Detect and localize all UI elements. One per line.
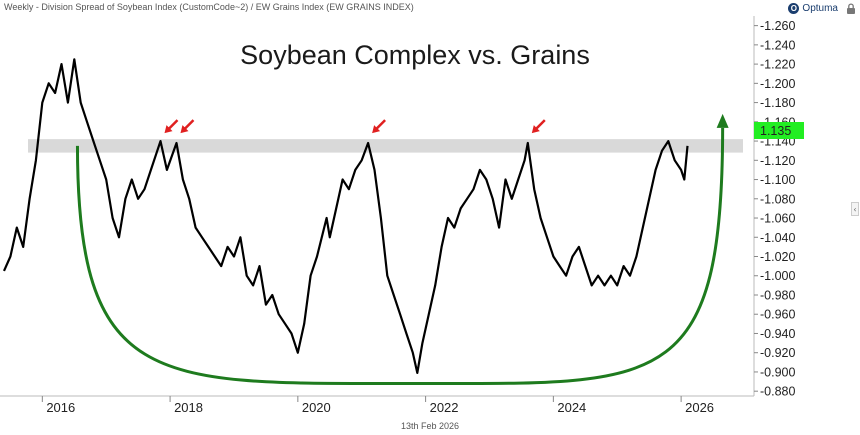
y-tick-label: -1.100 [760,173,795,187]
y-tick-label: -0.920 [760,346,795,360]
x-tick-label: 2018 [174,400,203,415]
series-line-0 [2,58,689,374]
cup-arrowhead [716,113,729,128]
resistance-touch-arrow [372,119,386,134]
y-tick-label: -1.180 [760,96,795,110]
y-tick-label: -1.120 [760,154,795,168]
y-tick-label: -1.000 [760,269,795,283]
brand: O Optuma [788,1,838,15]
chevron-left-icon[interactable]: ‹ [851,202,859,216]
y-tick-label: -1.220 [760,58,795,72]
resistance-touch-arrow [180,119,195,134]
date-label: 13th Feb 2026 [400,421,460,431]
x-tick-label: 2022 [430,400,459,415]
y-tick-label: -0.960 [760,308,795,322]
y-tick-label: -1.200 [760,77,795,91]
x-tick-label: 2024 [557,400,586,415]
resistance-band [28,139,743,153]
chart-header-bar: Weekly - Division Spread of Soybean Inde… [0,0,860,16]
y-tick-label: -1.020 [760,250,795,264]
chart-title: Soybean Complex vs. Grains [240,40,590,70]
x-tick-label: 2020 [302,400,331,415]
resistance-touch-arrow [164,119,179,134]
cup-curve [75,127,725,386]
optuma-logo-icon: O [788,2,800,14]
y-tick-label: -0.880 [760,385,795,399]
x-tick-label: 2026 [685,400,714,415]
plot-area [4,16,745,396]
y-tick-label: -1.080 [760,192,795,206]
y-tick-label: -0.940 [760,327,795,341]
y-tick-label: -1.240 [760,38,795,52]
last-value-box [754,122,804,139]
chart-subtitle: Weekly - Division Spread of Soybean Inde… [4,2,414,12]
lock-icon[interactable] [846,3,856,14]
y-tick-label: -1.040 [760,231,795,245]
last-value-label: 1.135 [760,124,791,138]
x-tick-label: 2016 [46,400,75,415]
y-tick-label: -1.060 [760,212,795,226]
resistance-touch-arrow [531,119,546,134]
y-tick-label: -1.260 [760,19,795,33]
brand-name: Optuma [802,2,838,14]
y-tick-label: -0.980 [760,288,795,302]
y-tick-label: -0.900 [760,365,795,379]
